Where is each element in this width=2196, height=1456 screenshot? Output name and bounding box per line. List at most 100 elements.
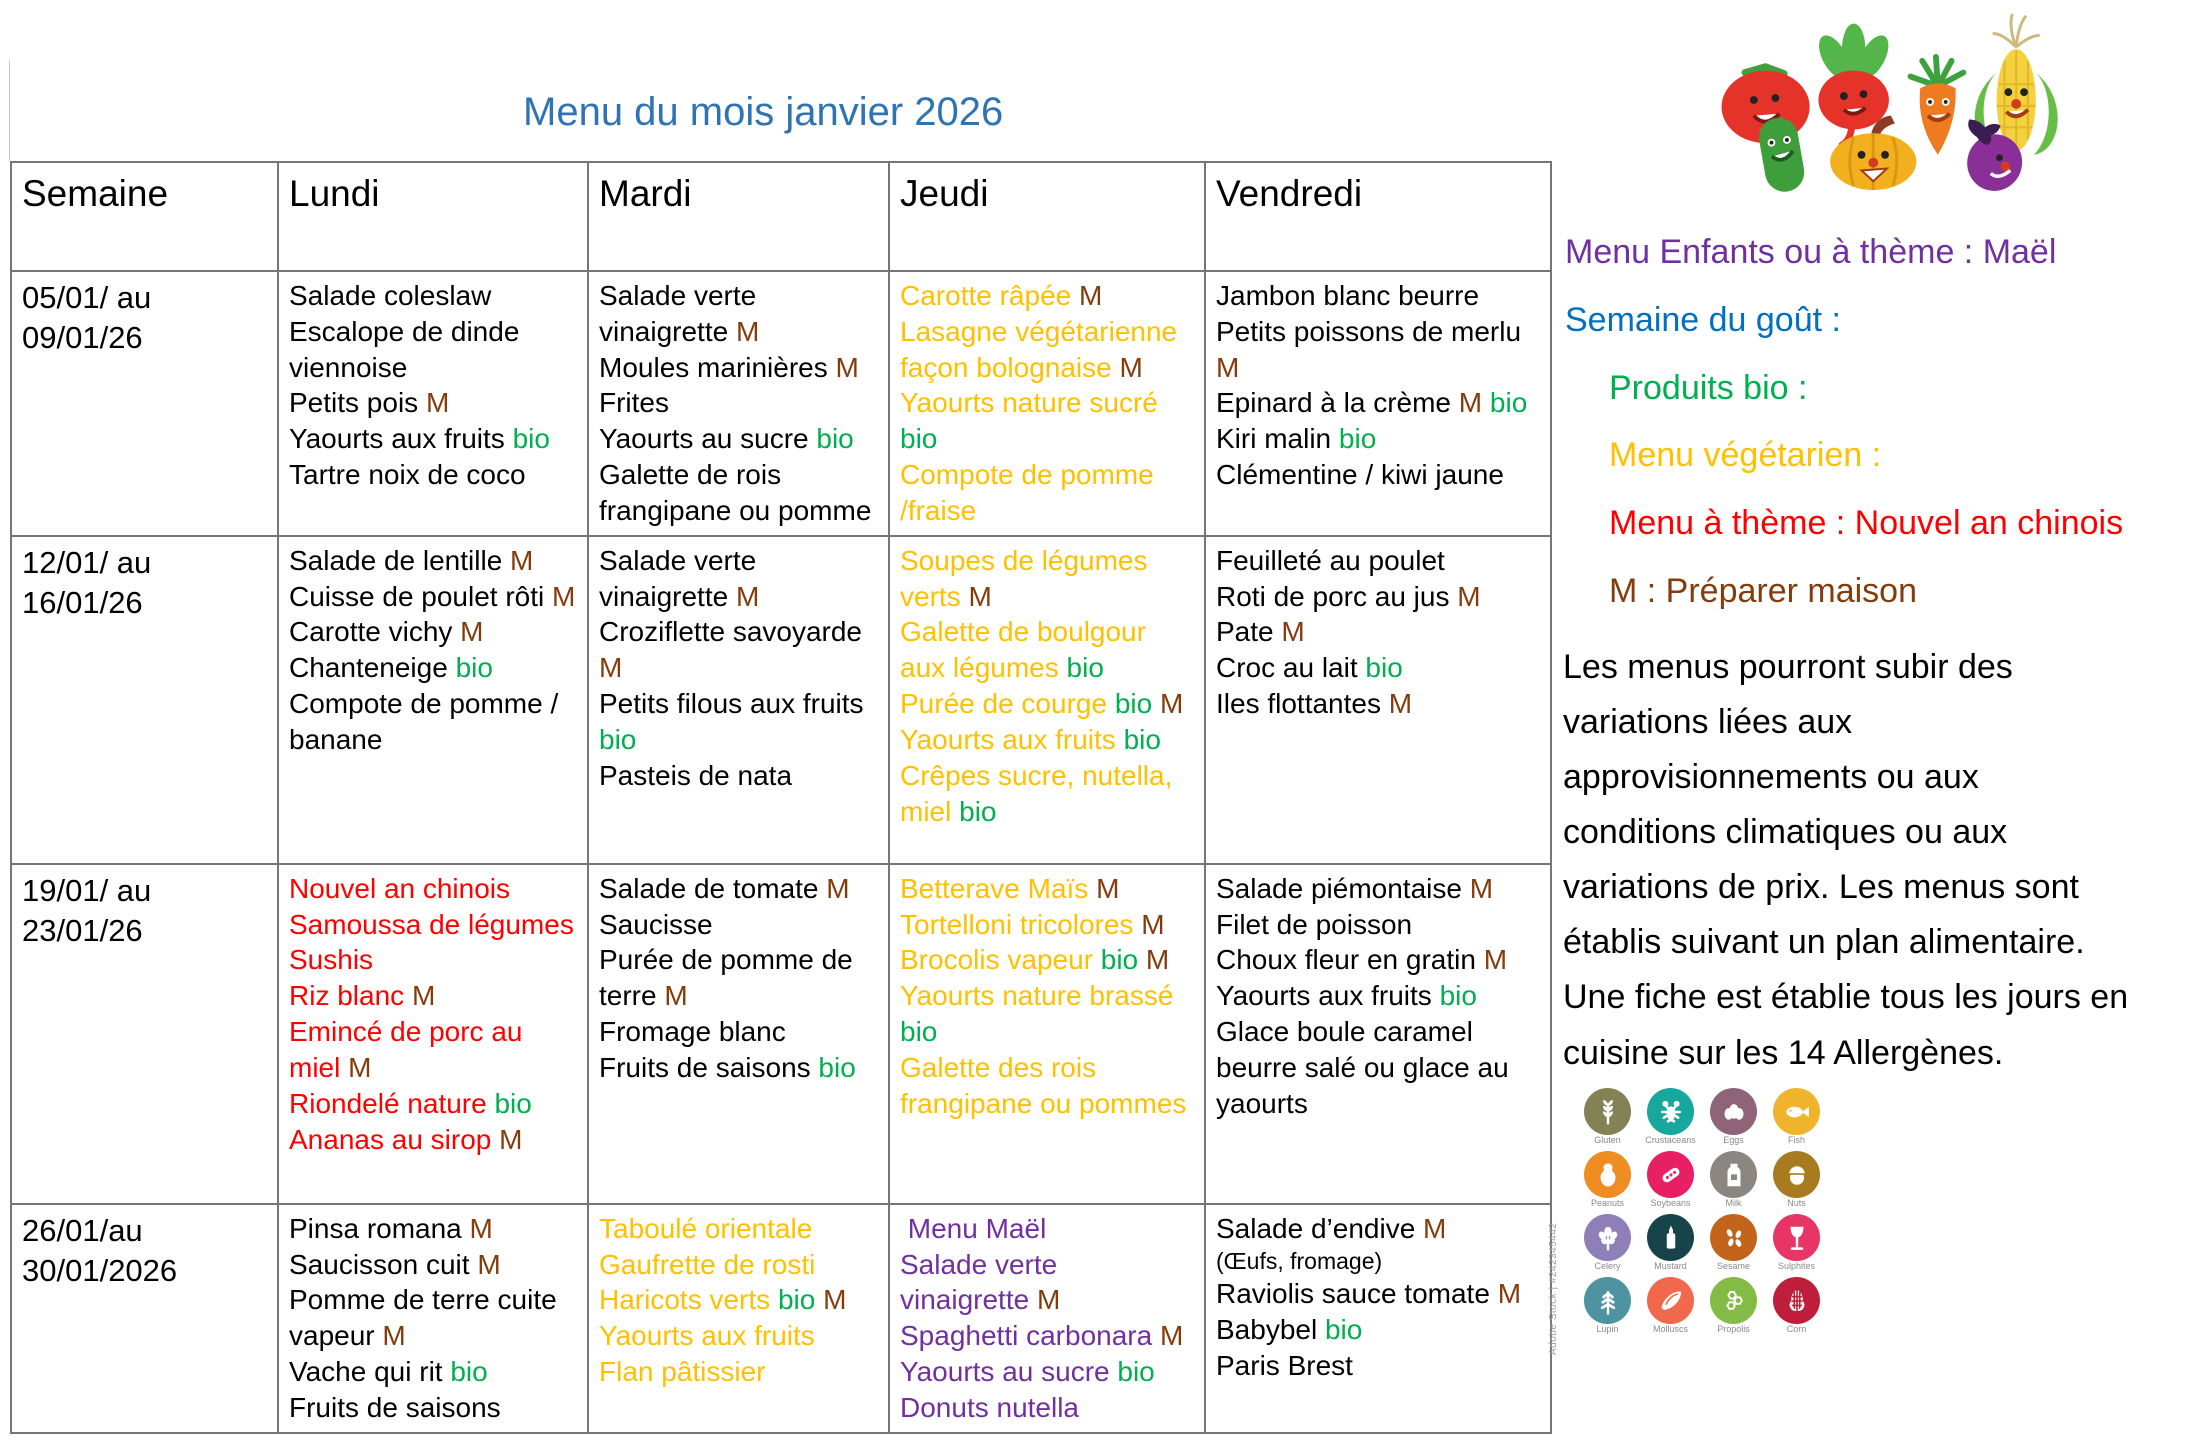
allergen-corn: Corn xyxy=(1765,1277,1828,1340)
allergen-circle xyxy=(1710,1151,1757,1198)
bio-tag: bio xyxy=(1338,423,1377,455)
menu-item: Compote de pomme / banane xyxy=(289,688,567,755)
homemade-tag: M xyxy=(510,544,534,576)
homemade-tag: M xyxy=(1281,616,1305,648)
menu-item: Yaourts aux fruits bio xyxy=(900,723,1161,755)
homemade-tag: M xyxy=(425,387,450,419)
allergen-circle xyxy=(1773,1214,1820,1261)
homemade-tag: M xyxy=(1469,872,1494,904)
homemade-tag: M xyxy=(735,315,760,347)
menu-item: Fruits de saisons bio xyxy=(599,1051,856,1083)
menu-item: Yaourts au sucre bio xyxy=(599,423,854,455)
carrot-illustration xyxy=(1907,53,1967,155)
bio-tag: bio xyxy=(900,423,938,455)
menu-item: Soupes de légumes verts M xyxy=(900,544,1156,612)
menu-item: Pate M xyxy=(1216,616,1305,648)
celery-icon xyxy=(1598,1226,1617,1250)
allergen-circle xyxy=(1773,1088,1820,1135)
menu-item: Moules marinières M xyxy=(599,351,859,383)
menu-item: Pinsa romana M xyxy=(289,1212,493,1244)
allergen-watermark: Adobe Stock | #242345442 xyxy=(1548,1222,1559,1355)
menu-item: Sushis xyxy=(289,944,374,976)
homemade-tag: M xyxy=(968,580,992,612)
allergen-label: Sesame xyxy=(1716,1261,1751,1271)
menu-item: Petits pois M xyxy=(289,387,450,419)
allergen-nuts: Nuts xyxy=(1765,1151,1828,1214)
homemade-tag: M xyxy=(1159,688,1184,720)
homemade-tag: M xyxy=(1096,872,1120,904)
allergen-label: Peanuts xyxy=(1590,1198,1625,1208)
legend: Menu Enfants ou à thème : Maël Semaine du… xyxy=(1565,232,2123,639)
homemade-tag: M xyxy=(411,980,436,1012)
page-title: Menu du mois janvier 2026 xyxy=(523,90,1004,134)
menu-cell-jeudi: Menu Maël Salade verte vinaigrette M Spagh… xyxy=(888,1202,1206,1434)
legend-item: Menu végétarien : xyxy=(1609,436,1882,475)
allergen-mustard: Mustard xyxy=(1639,1214,1702,1277)
menu-item: Glace boule caramel beurre salé ou glace… xyxy=(1216,1016,1517,1119)
hazelnut-icon xyxy=(1788,1165,1805,1185)
bio-tag: bio xyxy=(1365,652,1403,684)
week-dates: 05/01/ au 09/01/26 xyxy=(10,270,279,537)
allergen-circle xyxy=(1710,1214,1757,1261)
menu-item: Raviolis sauce tomate M xyxy=(1216,1278,1522,1310)
menu-item: Chanteneige bio xyxy=(289,652,493,684)
menu-item: Yaourts nature brassé bio xyxy=(900,980,1182,1048)
allergen-eggs: Eggs xyxy=(1702,1088,1765,1151)
menu-item: Epinard à la crème M bio xyxy=(1216,387,1528,419)
menu-item: Paris Brest xyxy=(1216,1349,1353,1381)
week-row: 19/01/ au 23/01/26 Nouvel an chinois Samou… xyxy=(10,862,1552,1205)
bio-tag: bio xyxy=(512,423,550,455)
allergen-label: Sulphites xyxy=(1777,1261,1816,1271)
table-header: Semaine Lundi Mardi Jeudi Vendredi xyxy=(10,161,1552,272)
homemade-tag: M xyxy=(826,872,850,904)
column-header-mardi: Mardi xyxy=(587,161,890,272)
menu-item: Salade de lentille M xyxy=(289,544,534,576)
menu-item: Salade d’endive M xyxy=(1216,1212,1447,1244)
menu-item: Pasteis de nata xyxy=(599,759,793,791)
menu-item: Ananas au sirop M xyxy=(289,1123,523,1155)
menu-item: Kiri malin bio xyxy=(1216,423,1377,455)
allergen-label: Mustard xyxy=(1654,1261,1687,1271)
menu-cell-mardi: Salade verte vinaigrette M Croziflette sa… xyxy=(587,534,890,865)
menu-item: Salade verte vinaigrette M xyxy=(900,1248,1065,1316)
menu-item: Samoussa de légumes xyxy=(289,908,574,940)
homemade-tag: M xyxy=(835,351,859,383)
menu-item: Frites xyxy=(599,387,669,419)
cucumber-illustration xyxy=(1758,117,1805,192)
menu-item: Saucisson cuit M xyxy=(289,1248,501,1280)
menu-item: Flan pâtissier xyxy=(599,1356,766,1388)
bio-tag: bio xyxy=(818,1051,856,1083)
homemade-tag: M xyxy=(552,580,576,612)
legend-item: Menu à thème : Nouvel an chinois xyxy=(1609,504,2124,543)
mustard-bottle-icon xyxy=(1666,1225,1675,1249)
menu-cell-jeudi: Betterave Maïs M Tortelloni tricolores M B… xyxy=(888,862,1206,1205)
allergen-peanuts: Peanuts xyxy=(1576,1151,1639,1214)
menu-item: (Œufs, fromage) xyxy=(1216,1247,1383,1274)
menu-item: Saucisse xyxy=(599,908,713,940)
bio-tag: bio xyxy=(1117,1356,1155,1388)
allergen-molluscs: Molluscs xyxy=(1639,1277,1702,1340)
allergen-label: Crustaceans xyxy=(1645,1135,1696,1145)
milk-bottle-icon xyxy=(1727,1163,1740,1186)
legend-item: Semaine du goût : xyxy=(1565,300,1841,339)
honeycomb-icon xyxy=(1725,1290,1743,1310)
allergen-label: Milk xyxy=(1725,1198,1742,1208)
homemade-tag: M xyxy=(1216,351,1240,383)
menu-item: Betterave Maïs M xyxy=(900,872,1120,904)
week-dates: 19/01/ au 23/01/26 xyxy=(10,862,279,1205)
bio-tag: bio xyxy=(816,423,854,455)
legend-item: Menu Enfants ou à thème : Maël xyxy=(1565,233,2057,271)
menu-item: Yaourts aux fruits bio xyxy=(289,423,550,455)
allergen-circle xyxy=(1773,1151,1820,1198)
menu-item: Taboulé orientale xyxy=(599,1212,813,1244)
homemade-tag: M xyxy=(823,1284,847,1316)
menu-item: Babybel bio xyxy=(1216,1313,1363,1345)
homemade-tag: M xyxy=(735,580,760,612)
allergen-circle xyxy=(1584,1088,1631,1135)
eggs-icon xyxy=(1724,1103,1743,1120)
crustacean-icon xyxy=(1660,1100,1681,1123)
homemade-tag: M xyxy=(1145,944,1170,976)
menu-item: Iles flottantes M xyxy=(1216,688,1413,720)
bio-tag: bio xyxy=(1324,1313,1363,1345)
menu-item: Roti de porc au jus M xyxy=(1216,580,1481,612)
